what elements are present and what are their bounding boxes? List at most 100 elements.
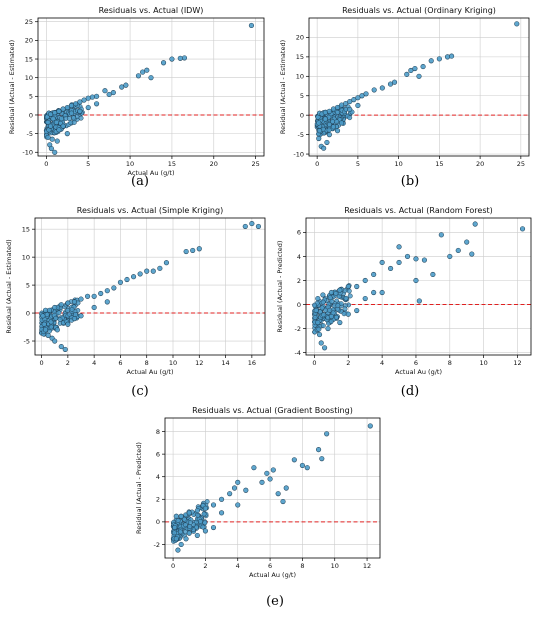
data-point (91, 304, 97, 311)
data-point (251, 465, 257, 471)
x-tick-label: 8 (145, 359, 149, 367)
y-tick-label: -5 (24, 337, 30, 345)
data-point (315, 295, 321, 302)
data-point (104, 288, 110, 294)
data-point (98, 290, 104, 297)
data-point (194, 508, 200, 514)
panel-label: (e) (266, 594, 284, 609)
data-point (316, 135, 322, 142)
x-tick-label: 25 (251, 160, 259, 168)
data-point (175, 518, 181, 523)
chart-panel-2: 0 5 10 15 20 25 -10 -5 0 5 10 15 20 Residuals vs. Act… (279, 6, 530, 189)
x-axis-label: Actual Au (g/t) (127, 368, 174, 376)
data-point (60, 123, 66, 129)
data-point (337, 319, 343, 326)
data-point (438, 232, 444, 238)
data-point (48, 319, 54, 325)
data-point (181, 55, 188, 61)
data-point (169, 56, 175, 62)
data-point (371, 87, 377, 93)
data-point (85, 104, 91, 111)
x-tick-label: 15 (435, 160, 443, 168)
data-point (312, 302, 317, 308)
data-point (195, 512, 201, 518)
data-point (447, 253, 453, 260)
data-point (355, 102, 361, 109)
data-point (135, 73, 142, 79)
data-point (173, 536, 179, 542)
data-point (347, 99, 353, 105)
y-axis-label: Residual (Actual - Estimated) (8, 40, 16, 134)
data-point (73, 101, 79, 107)
data-point (362, 295, 368, 302)
data-point (323, 307, 329, 313)
data-point (52, 304, 58, 311)
data-point (68, 103, 75, 109)
data-point (318, 340, 324, 346)
data-point (78, 313, 84, 319)
data-point (322, 345, 328, 351)
data-point (343, 100, 349, 107)
data-point (41, 321, 47, 327)
x-tick-label: 12 (513, 359, 521, 367)
data-point (85, 95, 91, 101)
data-point (319, 305, 325, 311)
data-point (444, 54, 451, 60)
data-point (347, 106, 353, 112)
data-point (69, 307, 75, 312)
data-point (53, 315, 59, 321)
data-point (54, 327, 60, 333)
data-point (58, 302, 64, 308)
x-tick-label: 10 (479, 359, 487, 367)
data-point (326, 132, 332, 138)
data-point (328, 319, 334, 324)
x-tick-label: 6 (414, 359, 418, 367)
data-point (172, 524, 178, 531)
x-tick-label: 0 (171, 562, 175, 570)
data-point (40, 313, 46, 319)
x-tick-label: 2 (203, 562, 207, 570)
data-point (219, 496, 225, 502)
chart-title: Residuals vs. Actual (Gradient Boosting) (192, 406, 353, 415)
data-point (345, 283, 351, 290)
data-point (144, 268, 150, 274)
data-point (78, 296, 84, 302)
data-point (387, 81, 394, 87)
data-point (249, 221, 255, 227)
chart-title: Residuals vs. Actual (Ordinary Kriging) (342, 6, 496, 15)
data-point (351, 97, 357, 103)
x-tick-label: 6 (268, 562, 272, 570)
data-point (102, 88, 108, 94)
data-point (183, 536, 189, 542)
data-point (45, 119, 51, 126)
data-point (94, 101, 100, 107)
x-tick-label: 8 (300, 562, 304, 570)
x-tick-label: 4 (236, 562, 240, 570)
data-point (60, 106, 66, 112)
data-point (327, 295, 333, 301)
data-point (68, 110, 75, 116)
data-point (182, 522, 188, 528)
data-point (140, 69, 146, 75)
x-tick-label: 25 (517, 160, 525, 168)
data-point (202, 528, 208, 534)
y-tick-label: -10 (22, 149, 33, 157)
data-point (181, 516, 187, 522)
data-point (347, 293, 353, 299)
x-tick-label: 10 (126, 160, 134, 168)
data-point (219, 510, 225, 516)
y-tick-label: -4 (295, 349, 301, 357)
panel-label: (a) (131, 174, 149, 189)
data-point (388, 265, 394, 272)
x-tick-label: 6 (118, 359, 122, 367)
data-point (248, 22, 255, 29)
data-point (77, 108, 83, 114)
data-point (341, 311, 347, 317)
y-tick-label: 10 (22, 253, 30, 261)
data-point (362, 277, 368, 284)
data-point (54, 138, 60, 144)
data-point (396, 259, 402, 266)
y-tick-label: -2 (154, 541, 160, 549)
data-point (280, 498, 286, 505)
